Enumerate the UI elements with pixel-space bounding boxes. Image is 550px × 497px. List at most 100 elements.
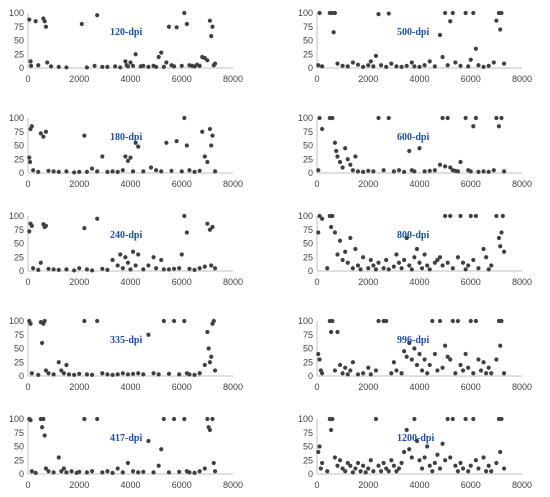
data-point [82, 416, 87, 422]
data-point [82, 318, 87, 324]
data-point [455, 255, 461, 260]
data-point [161, 64, 166, 69]
data-point [450, 266, 455, 271]
data-point [466, 263, 471, 268]
data-point [95, 216, 100, 221]
data-point [41, 134, 46, 139]
data-point [42, 19, 47, 24]
y-tick-label: 0 [19, 266, 24, 276]
data-point [33, 470, 38, 475]
data-point [207, 427, 213, 433]
data-point [486, 63, 491, 68]
data-point [151, 255, 156, 260]
data-point [386, 267, 391, 272]
data-point [443, 458, 448, 463]
data-point [197, 469, 202, 474]
data-point [72, 268, 77, 273]
data-point [115, 169, 120, 174]
data-point [350, 470, 355, 475]
data-point [61, 371, 66, 376]
data-point [77, 266, 82, 271]
data-point [169, 168, 174, 173]
data-point [435, 368, 440, 373]
data-point [39, 425, 45, 430]
data-point [51, 267, 56, 272]
data-point [166, 371, 172, 376]
data-point [373, 53, 379, 59]
x-tick-label: 2000 [69, 382, 89, 392]
data-point [343, 146, 348, 151]
x-tick-label: 2000 [358, 277, 378, 287]
data-point [171, 318, 177, 324]
data-point [414, 246, 420, 252]
data-point [430, 318, 435, 324]
data-point [133, 263, 138, 268]
data-point [105, 469, 110, 474]
data-point [489, 263, 494, 268]
data-point [440, 263, 445, 268]
data-point [391, 169, 396, 174]
data-point [432, 260, 437, 265]
data-point [460, 368, 466, 373]
data-point [328, 329, 334, 335]
data-point [330, 416, 335, 422]
data-point [496, 124, 502, 129]
data-point [141, 63, 146, 68]
data-point [82, 133, 87, 138]
data-point [432, 168, 437, 173]
data-point [386, 469, 391, 474]
data-point [350, 60, 355, 65]
data-point [182, 213, 187, 219]
data-point [463, 10, 468, 16]
data-point [468, 57, 473, 62]
data-point [36, 267, 41, 272]
data-point [448, 19, 453, 24]
data-point [332, 10, 338, 16]
data-point [29, 469, 34, 474]
x-tick-label: 6000 [461, 277, 481, 287]
data-point [376, 260, 381, 265]
data-point [209, 354, 214, 359]
y-tick-label: 75 [14, 22, 24, 32]
data-point [384, 466, 389, 471]
data-point [494, 18, 499, 23]
data-point [51, 470, 56, 475]
y-tick-label: 0 [308, 168, 313, 178]
y-tick-label: 50 [14, 344, 24, 354]
x-tick-label: 2000 [69, 480, 89, 490]
data-point [330, 318, 335, 324]
scatter-panel-4: 0 25 50 75 100 0 2000 4000 6000 8000 600-dpi [298, 113, 532, 189]
data-point [100, 154, 105, 159]
data-point [361, 255, 366, 260]
data-point [33, 19, 38, 24]
y-tick-label: 25 [303, 154, 313, 164]
y-tick-label: 0 [19, 469, 24, 479]
data-point [422, 63, 427, 68]
data-point [184, 230, 189, 235]
x-tick-label: 0 [25, 277, 30, 287]
data-point [468, 463, 473, 468]
x-tick-label: 8000 [512, 74, 532, 84]
scatter-panel-5: 0 25 50 75 100 0 2000 4000 6000 8000 240-dpi [9, 211, 243, 287]
data-point [353, 466, 358, 471]
dpi-label: 120-dpi [110, 27, 142, 38]
data-point [161, 267, 166, 272]
data-point [100, 470, 105, 475]
data-point [207, 126, 213, 132]
data-point [381, 168, 386, 173]
data-point [141, 469, 146, 474]
data-point [437, 32, 443, 38]
data-point [207, 227, 213, 232]
data-point [64, 65, 69, 70]
scatter-panel-1: 0 25 50 75 100 0 2000 4000 6000 8000 120-dpi [9, 8, 243, 84]
data-point [355, 372, 361, 377]
data-point [332, 368, 338, 373]
data-point [146, 438, 151, 444]
y-tick-label: 50 [14, 141, 24, 151]
data-point [486, 169, 491, 174]
data-point [66, 372, 72, 377]
data-point [414, 362, 420, 368]
data-point [136, 144, 141, 149]
data-point [337, 458, 343, 463]
x-tick-label: 6000 [172, 480, 192, 490]
